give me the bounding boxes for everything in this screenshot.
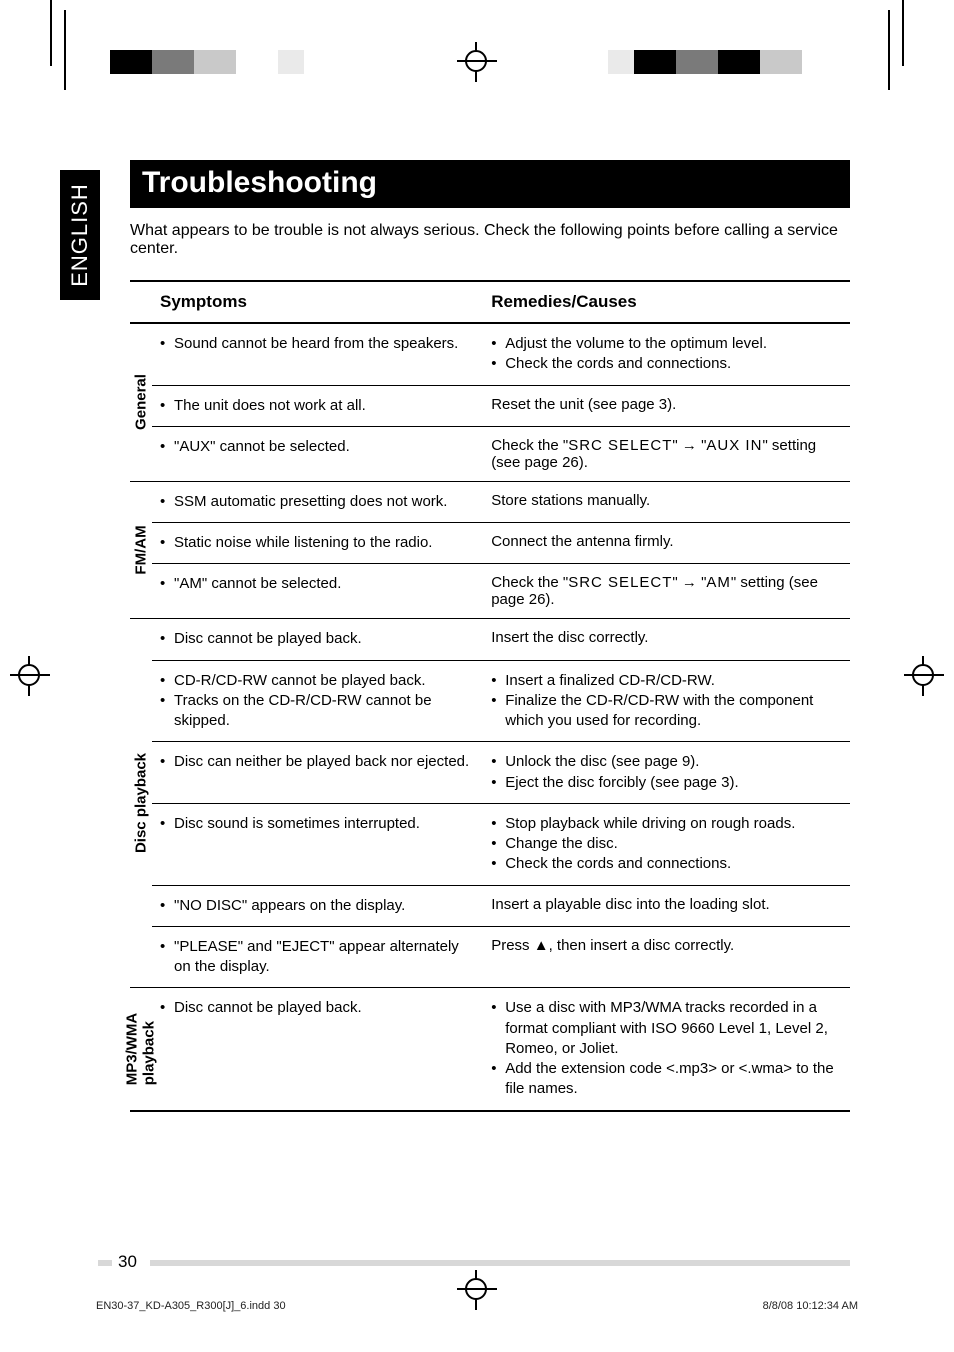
remedy-cell: Stop playback while driving on rough roa… xyxy=(483,803,850,885)
remedy-cell: Check the "SRC SELECT" → "AM" setting (s… xyxy=(483,564,850,619)
language-label: ENGLISH xyxy=(67,183,93,287)
remedy-cell: Reset the unit (see page 3). xyxy=(483,385,850,426)
page-number: 30 xyxy=(118,1252,137,1272)
symptom-cell: Disc cannot be played back. xyxy=(152,619,483,660)
remedy-cell: Use a disc with MP3/WMA tracks recorded … xyxy=(483,988,850,1111)
remedy-cell: Adjust the volume to the optimum level.C… xyxy=(483,323,850,385)
category-label: MP3/WMAplayback xyxy=(130,988,152,1111)
symptom-cell: Sound cannot be heard from the speakers. xyxy=(152,323,483,385)
symptom-cell: The unit does not work at all. xyxy=(152,385,483,426)
header-symptoms: Symptoms xyxy=(152,281,483,323)
symptom-cell: "NO DISC" appears on the display. xyxy=(152,885,483,926)
remedy-cell: Press ▲, then insert a disc correctly. xyxy=(483,926,850,988)
language-tab: ENGLISH xyxy=(60,170,100,300)
symptom-cell: CD-R/CD-RW cannot be played back.Tracks … xyxy=(152,660,483,742)
symptom-cell: "PLEASE" and "EJECT" appear alternately … xyxy=(152,926,483,988)
remedy-cell: Check the "SRC SELECT" → "AUX IN" settin… xyxy=(483,426,850,481)
colorbar-right xyxy=(588,50,844,74)
subtitle: What appears to be trouble is not always… xyxy=(130,222,850,258)
symptom-cell: Disc sound is sometimes interrupted. xyxy=(152,803,483,885)
symptom-cell: Disc can neither be played back nor ejec… xyxy=(152,742,483,804)
category-label: General xyxy=(130,323,152,481)
symptom-cell: Static noise while listening to the radi… xyxy=(152,523,483,564)
remedy-cell: Insert a playable disc into the loading … xyxy=(483,885,850,926)
remedy-cell: Store stations manually. xyxy=(483,481,850,522)
footer-right: 8/8/08 10:12:34 AM xyxy=(763,1300,858,1312)
symptom-cell: "AM" cannot be selected. xyxy=(152,564,483,619)
symptom-cell: "AUX" cannot be selected. xyxy=(152,426,483,481)
remedy-cell: Connect the antenna firmly. xyxy=(483,523,850,564)
symptom-cell: SSM automatic presetting does not work. xyxy=(152,481,483,522)
remedy-cell: Unlock the disc (see page 9).Eject the d… xyxy=(483,742,850,804)
symptom-cell: Disc cannot be played back. xyxy=(152,988,483,1111)
category-label: FM/AM xyxy=(130,481,152,619)
troubleshooting-table: Symptoms Remedies/Causes GeneralSound ca… xyxy=(130,280,850,1112)
footer-left: EN30-37_KD-A305_R300[J]_6.indd 30 xyxy=(96,1300,286,1312)
colorbar-left xyxy=(110,50,324,74)
page-title: Troubleshooting xyxy=(130,160,850,208)
remedy-cell: Insert a finalized CD-R/CD-RW.Finalize t… xyxy=(483,660,850,742)
header-remedies: Remedies/Causes xyxy=(483,281,850,323)
remedy-cell: Insert the disc correctly. xyxy=(483,619,850,660)
category-label: Disc playback xyxy=(130,619,152,988)
